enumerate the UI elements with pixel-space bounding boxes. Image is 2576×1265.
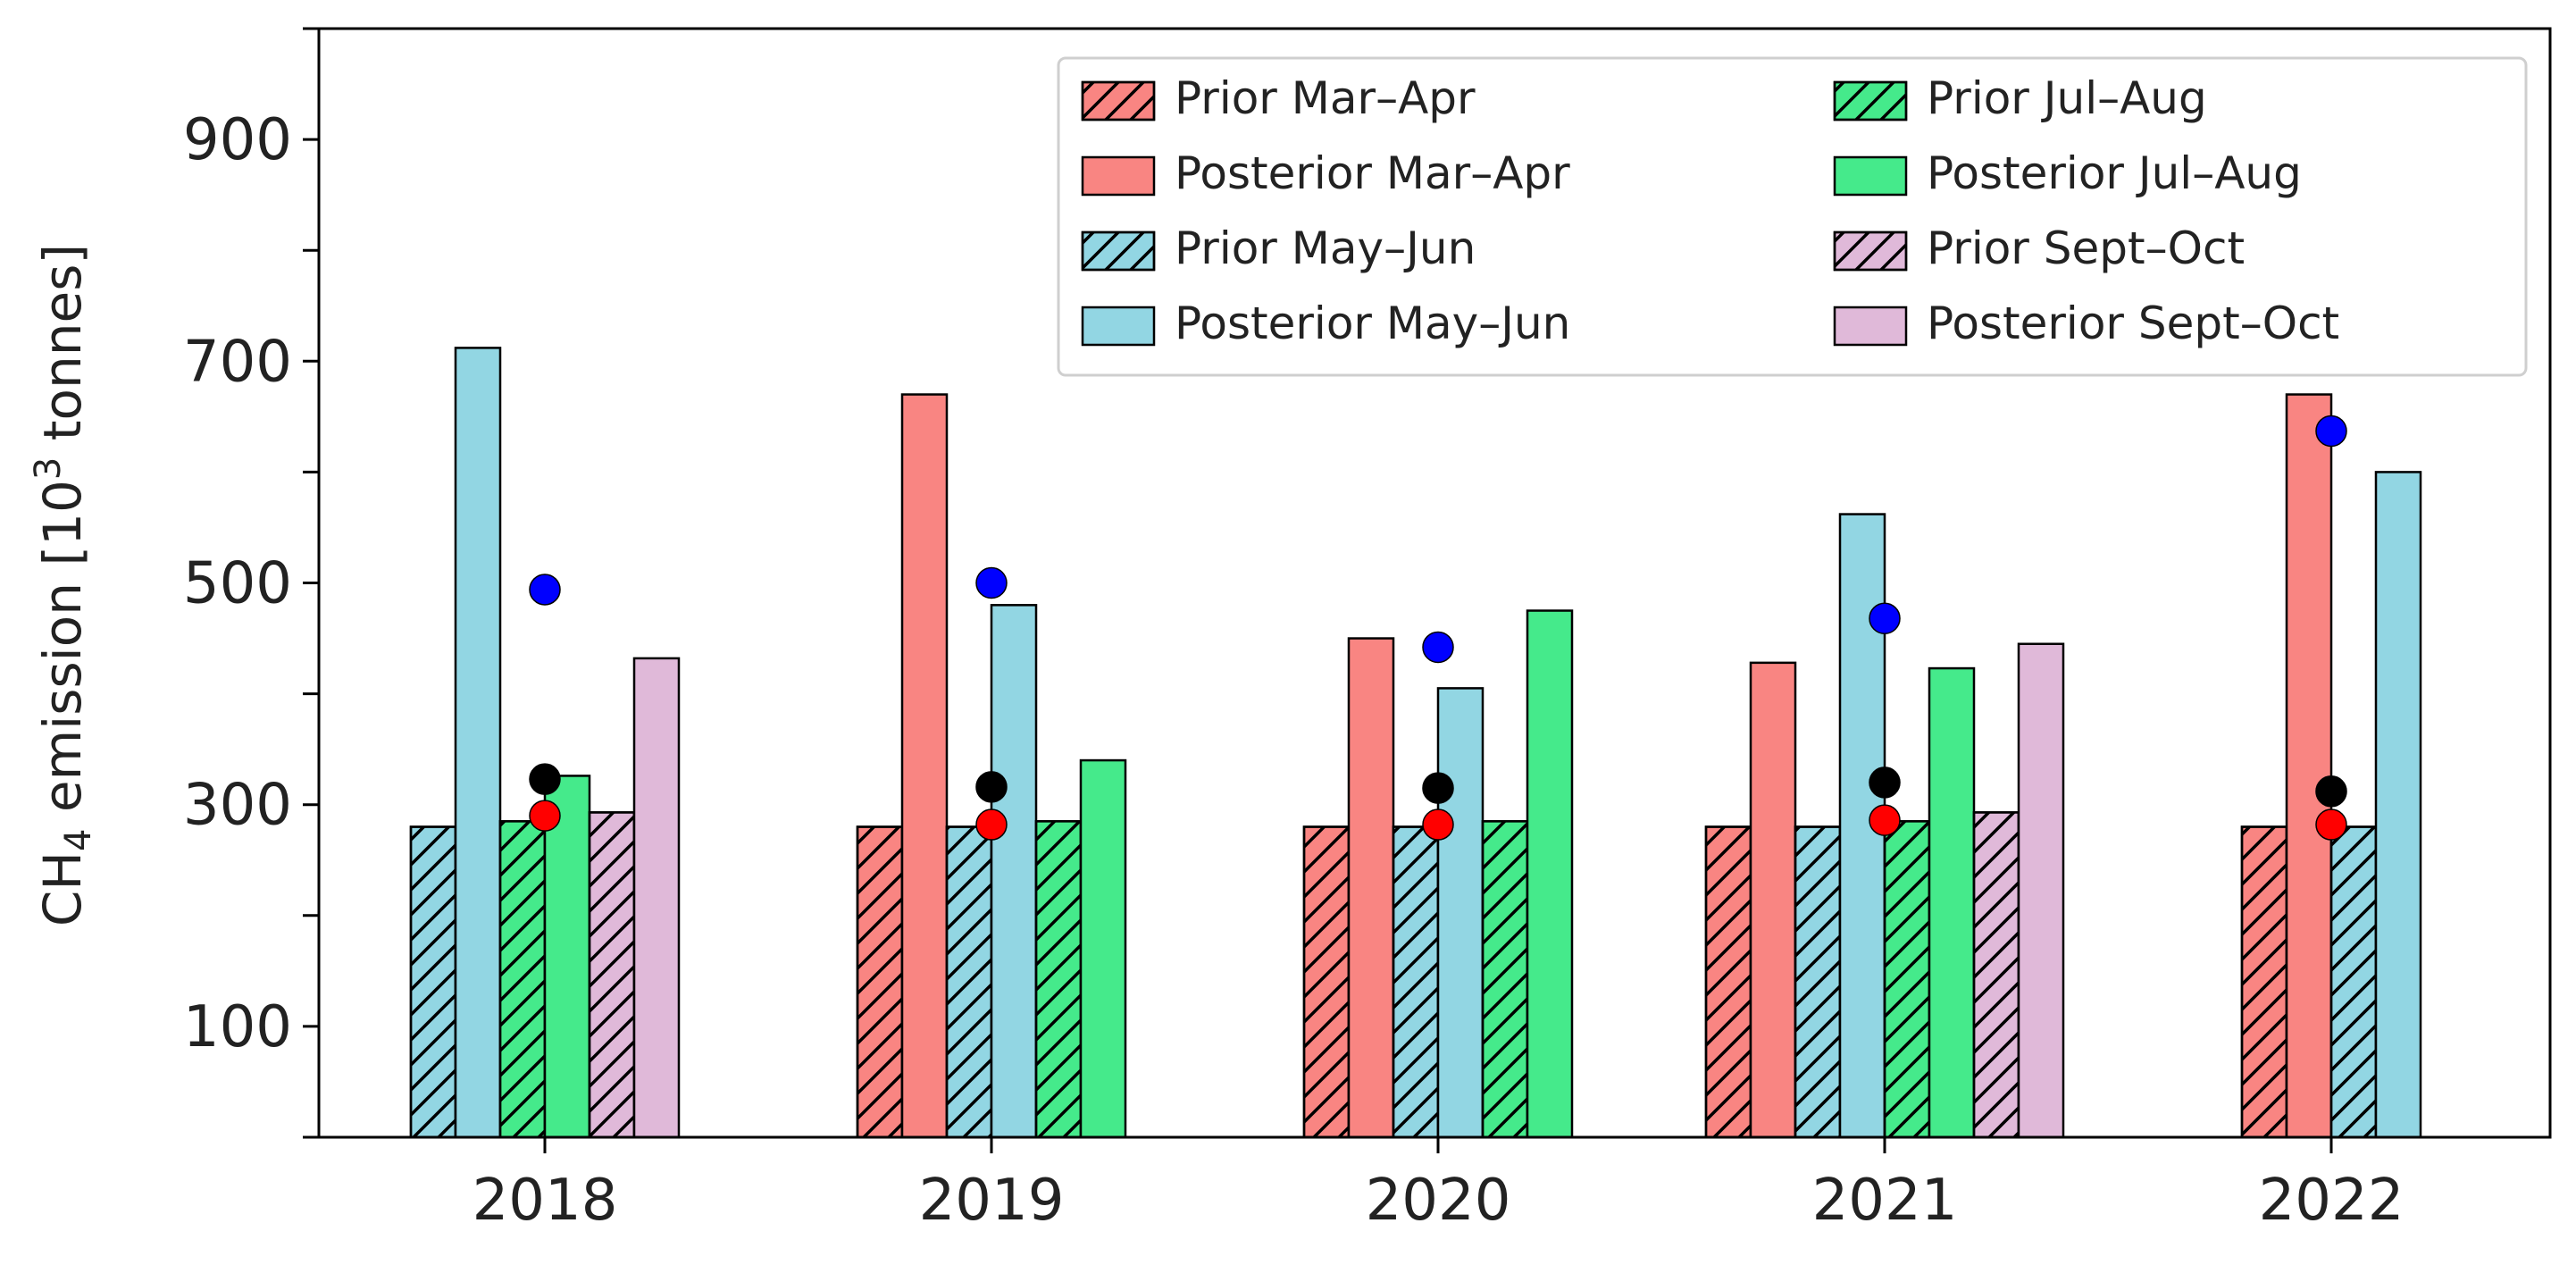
y-tick-label-500: 500 [183, 551, 292, 617]
bar-hatch-prior-may-jun-2022 [2329, 825, 2378, 1139]
x-axis: 2018 2019 2020 2021 2022 [473, 1137, 2405, 1234]
legend-swatch-posterior-may-jun [1081, 306, 1156, 347]
marker-2-2019 [975, 808, 1008, 841]
bar-hatch-prior-mar-apr-2020 [1302, 825, 1351, 1139]
x-tick-label-2019: 2019 [919, 1168, 1065, 1234]
x-tick-label-2021: 2021 [1812, 1168, 1958, 1234]
marker-2-2018 [529, 800, 561, 832]
y-axis-title-superscript: 3 [28, 457, 69, 480]
legend-swatch-posterior-mar-apr [1081, 155, 1156, 197]
legend-swatch-posterior-jul-aug [1833, 155, 1908, 197]
bar-posterior-may-jun-2022 [2374, 471, 2422, 1139]
y-tick-label-700: 700 [183, 329, 292, 395]
bar-hatch-prior-sept-oct-2021 [1972, 811, 2020, 1139]
marker-0-2021 [1869, 602, 1901, 634]
legend-swatch-hatch-prior-jul-aug [1833, 80, 1908, 121]
bar-posterior-jul-aug-2019 [1079, 758, 1127, 1139]
bar-posterior-mar-apr-2021 [1749, 661, 1797, 1139]
x-tick-label-2018: 2018 [473, 1168, 618, 1234]
legend-label-prior-sept-oct: Prior Sept–Oct [1927, 222, 2245, 274]
legend-label-prior-mar-apr: Prior Mar–Apr [1175, 72, 1476, 124]
bar-hatch-prior-may-jun-2019 [945, 825, 993, 1139]
marker-0-2018 [529, 574, 561, 606]
bar-hatch-prior-jul-aug-2019 [1034, 820, 1083, 1139]
bar-hatch-prior-sept-oct-2018 [588, 811, 636, 1139]
y-axis-title: CH4 emission [103 tonnes] [28, 244, 99, 926]
legend-swatch-hatch-prior-may-jun [1081, 230, 1156, 272]
y-axis-title-middle: emission [10 [32, 480, 93, 828]
bar-posterior-jul-aug-2021 [1928, 666, 1976, 1139]
marker-0-2020 [1422, 631, 1454, 664]
legend-frame [1057, 56, 2528, 377]
marker-1-2021 [1869, 767, 1901, 799]
y-axis-title-suffix: tonnes] [32, 244, 93, 457]
bar-posterior-may-jun-2020 [1436, 687, 1485, 1139]
bar-hatch-prior-may-jun-2021 [1794, 825, 1842, 1139]
bar-posterior-may-jun-2018 [454, 347, 502, 1139]
y-tick-label-100: 100 [183, 994, 292, 1060]
bar-posterior-sept-oct-2018 [632, 657, 681, 1139]
bars-layer [409, 347, 2422, 1139]
marker-2-2022 [2315, 808, 2347, 841]
bar-posterior-mar-apr-2020 [1347, 637, 1395, 1139]
bar-hatch-prior-mar-apr-2022 [2240, 825, 2288, 1139]
marker-2-2021 [1869, 804, 1901, 836]
y-axis-title-subscript: 4 [58, 829, 99, 851]
legend-label-prior-may-jun: Prior May–Jun [1175, 222, 1476, 274]
bar-hatch-prior-mar-apr-2019 [856, 825, 904, 1139]
marker-0-2022 [2315, 415, 2347, 448]
bar-hatch-prior-may-jun-2018 [409, 825, 457, 1139]
x-tick-label-2022: 2022 [2259, 1168, 2405, 1234]
bar-hatch-prior-may-jun-2020 [1392, 825, 1440, 1139]
bar-hatch-prior-mar-apr-2021 [1704, 825, 1752, 1139]
bar-posterior-jul-aug-2020 [1526, 609, 1574, 1139]
bar-hatch-prior-jul-aug-2018 [498, 820, 547, 1139]
legend-swatch-hatch-prior-sept-oct [1833, 230, 1908, 272]
bar-posterior-mar-apr-2019 [900, 393, 949, 1139]
legend-label-posterior-mar-apr: Posterior Mar–Apr [1175, 147, 1570, 199]
marker-1-2019 [975, 771, 1008, 803]
legend-swatch-posterior-sept-oct [1833, 306, 1908, 347]
bar-posterior-sept-oct-2021 [2017, 642, 2065, 1139]
marker-1-2020 [1422, 772, 1454, 804]
legend-swatch-hatch-prior-mar-apr [1081, 80, 1156, 121]
legend-label-posterior-jul-aug: Posterior Jul–Aug [1927, 147, 2302, 199]
marker-0-2019 [975, 566, 1008, 599]
marker-2-2020 [1422, 808, 1454, 841]
y-tick-label-900: 900 [183, 107, 292, 173]
marker-1-2018 [529, 763, 561, 795]
markers-layer [529, 415, 2347, 841]
legend: Prior Mar–Apr Posterior Mar–Apr Prior May–… [1057, 56, 2528, 377]
bar-posterior-mar-apr-2022 [2285, 393, 2333, 1139]
bar-posterior-may-jun-2019 [990, 604, 1038, 1139]
bar-hatch-prior-jul-aug-2021 [1883, 820, 1931, 1139]
marker-1-2022 [2315, 775, 2347, 808]
x-tick-label-2020: 2020 [1366, 1168, 1511, 1234]
bar-hatch-prior-jul-aug-2020 [1481, 820, 1529, 1139]
y-axis: 100 300 500 700 900 [183, 27, 319, 1139]
y-axis-title-prefix: CH [32, 851, 93, 926]
legend-label-prior-jul-aug: Prior Jul–Aug [1927, 72, 2207, 124]
legend-label-posterior-sept-oct: Posterior Sept–Oct [1927, 297, 2339, 349]
legend-label-posterior-may-jun: Posterior May–Jun [1175, 297, 1570, 349]
y-tick-label-300: 300 [183, 773, 292, 839]
